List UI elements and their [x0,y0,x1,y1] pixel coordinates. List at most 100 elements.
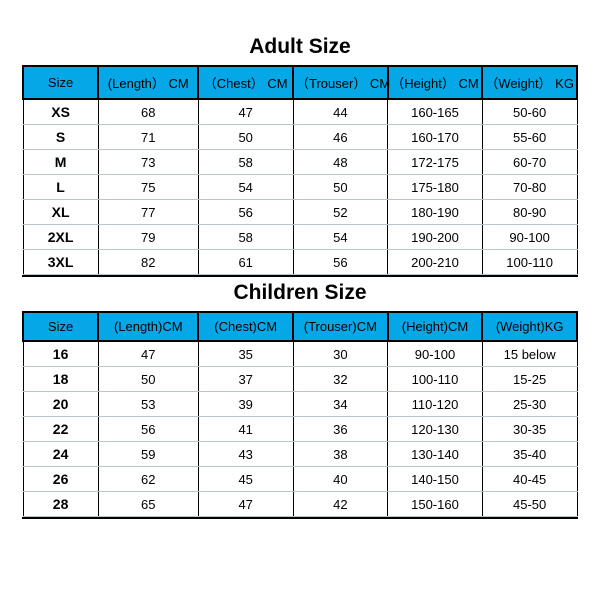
table-row: 3XL826156200-210100-110 [23,250,577,275]
col-chest: (Chest)CM [198,312,293,341]
col-height: （Height） CM [388,66,483,99]
cell-size: XL [23,200,98,225]
cell-value: 100-110 [482,250,577,275]
col-weight: (Weight)KG [482,312,577,341]
table-row: 28654742150-16045-50 [23,492,577,517]
col-trouser: （Trouser） CM [293,66,388,99]
cell-size: 20 [23,392,98,417]
cell-value: 50 [198,125,293,150]
adult-title: Adult Size [22,35,578,59]
cell-size: S [23,125,98,150]
children-table: Size (Length)CM (Chest)CM (Trouser)CM (H… [22,311,578,517]
cell-value: 42 [293,492,388,517]
cell-value: 40 [293,467,388,492]
cell-value: 160-170 [388,125,483,150]
cell-value: 50-60 [482,99,577,125]
cell-value: 120-130 [388,417,483,442]
col-length: (Length） CM [98,66,198,99]
cell-value: 62 [98,467,198,492]
cell-value: 77 [98,200,198,225]
cell-value: 90-100 [482,225,577,250]
col-length: (Length)CM [98,312,198,341]
cell-value: 56 [98,417,198,442]
cell-value: 80-90 [482,200,577,225]
cell-size: 22 [23,417,98,442]
cell-value: 37 [198,367,293,392]
cell-size: 26 [23,467,98,492]
cell-value: 54 [293,225,388,250]
table-row: XL775652180-19080-90 [23,200,577,225]
children-tbody: 1647353090-10015 below18503732100-11015-… [23,341,577,517]
size-chart-container: Adult Size Size (Length） CM （Chest） CM （… [0,0,600,519]
table-row: 22564136120-13030-35 [23,417,577,442]
cell-value: 70-80 [482,175,577,200]
cell-value: 15 below [482,341,577,367]
adult-header-row: Size (Length） CM （Chest） CM （Trouser） CM… [23,66,577,99]
cell-value: 47 [98,341,198,367]
table-row: 18503732100-11015-25 [23,367,577,392]
cell-value: 53 [98,392,198,417]
cell-value: 71 [98,125,198,150]
cell-value: 100-110 [388,367,483,392]
table-row: XS684744160-16550-60 [23,99,577,125]
cell-value: 55-60 [482,125,577,150]
children-table-wrap: Size (Length)CM (Chest)CM (Trouser)CM (H… [22,311,578,519]
cell-size: 24 [23,442,98,467]
cell-value: 110-120 [388,392,483,417]
cell-value: 200-210 [388,250,483,275]
cell-value: 35-40 [482,442,577,467]
cell-value: 160-165 [388,99,483,125]
cell-value: 50 [293,175,388,200]
cell-value: 47 [198,99,293,125]
cell-size: 28 [23,492,98,517]
cell-value: 52 [293,200,388,225]
cell-value: 90-100 [388,341,483,367]
cell-value: 58 [198,150,293,175]
cell-value: 75 [98,175,198,200]
adult-tbody: XS684744160-16550-60S715046160-17055-60M… [23,99,577,275]
cell-value: 130-140 [388,442,483,467]
cell-value: 44 [293,99,388,125]
cell-value: 140-150 [388,467,483,492]
cell-size: 18 [23,367,98,392]
table-row: 1647353090-10015 below [23,341,577,367]
cell-value: 190-200 [388,225,483,250]
adult-table: Size (Length） CM （Chest） CM （Trouser） CM… [22,65,578,275]
cell-value: 46 [293,125,388,150]
table-row: 20533934110-12025-30 [23,392,577,417]
cell-value: 40-45 [482,467,577,492]
cell-size: XS [23,99,98,125]
cell-value: 34 [293,392,388,417]
cell-value: 35 [198,341,293,367]
cell-value: 39 [198,392,293,417]
cell-value: 30 [293,341,388,367]
cell-value: 60-70 [482,150,577,175]
cell-value: 61 [198,250,293,275]
cell-value: 73 [98,150,198,175]
table-row: 24594338130-14035-40 [23,442,577,467]
cell-value: 54 [198,175,293,200]
cell-value: 30-35 [482,417,577,442]
col-trouser: (Trouser)CM [293,312,388,341]
cell-value: 180-190 [388,200,483,225]
cell-value: 25-30 [482,392,577,417]
cell-value: 48 [293,150,388,175]
cell-value: 175-180 [388,175,483,200]
cell-size: M [23,150,98,175]
table-row: M735848172-17560-70 [23,150,577,175]
cell-value: 150-160 [388,492,483,517]
col-height: (Height)CM [388,312,483,341]
cell-size: 3XL [23,250,98,275]
cell-value: 56 [198,200,293,225]
table-row: S715046160-17055-60 [23,125,577,150]
col-size: Size [23,66,98,99]
cell-size: L [23,175,98,200]
cell-value: 68 [98,99,198,125]
table-row: 26624540140-15040-45 [23,467,577,492]
cell-value: 38 [293,442,388,467]
cell-value: 56 [293,250,388,275]
children-title: Children Size [22,281,578,305]
cell-value: 50 [98,367,198,392]
cell-value: 15-25 [482,367,577,392]
cell-value: 36 [293,417,388,442]
